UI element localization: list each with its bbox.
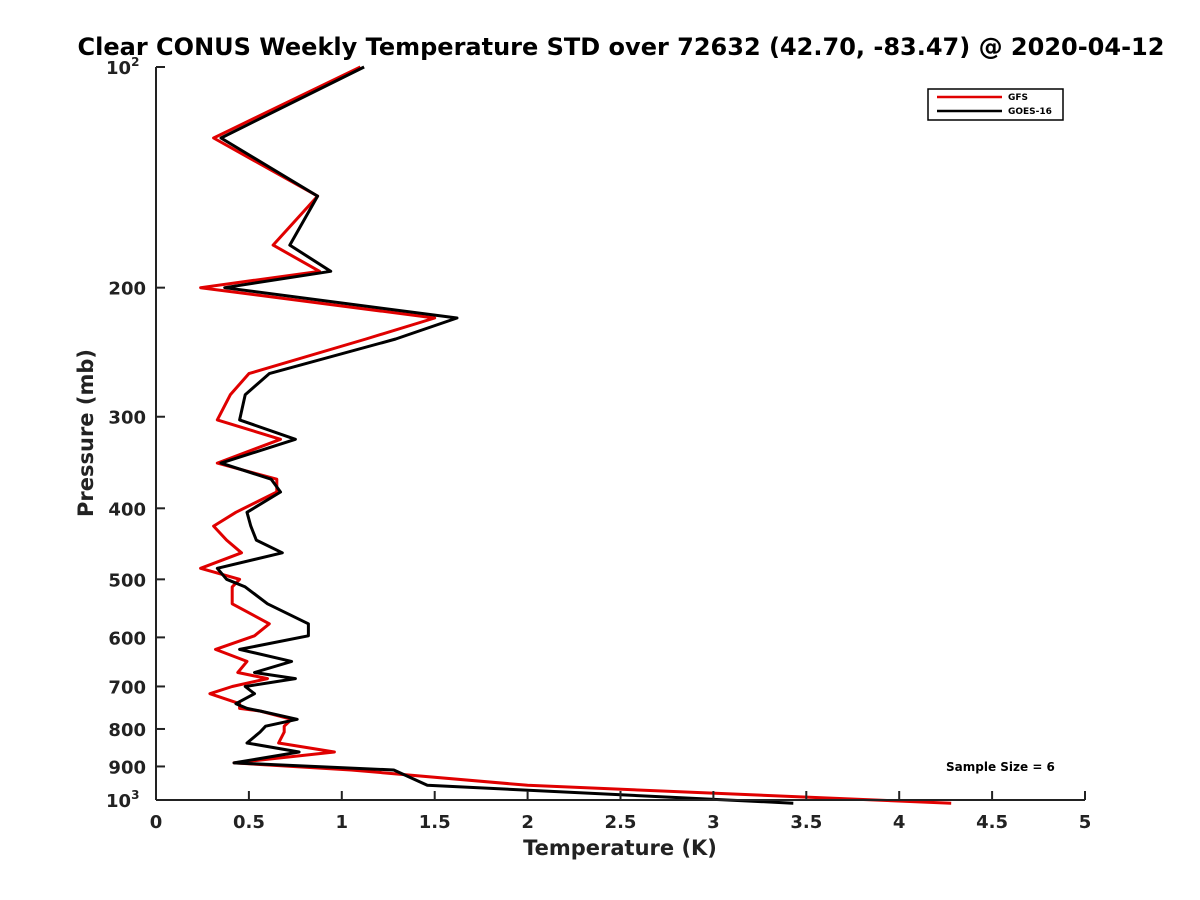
x-tick-label: 4: [893, 812, 906, 833]
y-tick-label: 600: [108, 628, 146, 649]
y-axis-label: Pressure (mb): [74, 349, 98, 517]
y-tick-label: 900: [108, 757, 146, 778]
x-tick-label: 3.5: [790, 812, 822, 833]
series-line-gfs: [199, 65, 952, 805]
legend-box: [927, 88, 1064, 121]
x-tick-label: 2.5: [605, 812, 637, 833]
legend-label-goes-16: GOES-16: [1008, 107, 1052, 117]
x-axis-label: Temperature (K): [523, 836, 717, 860]
y-tick-label: 103: [106, 788, 139, 812]
y-ticks: 102 200 300 400 500 600 700 800 900 103: [106, 55, 165, 812]
chart-title: Clear CONUS Weekly Temperature STD over …: [78, 33, 1165, 61]
x-tick-label: 2: [521, 812, 534, 833]
y-tick-label: 700: [108, 677, 146, 698]
x-tick-label: 5: [1079, 812, 1092, 833]
series-line-goes-16: [215, 65, 794, 805]
y-tick-label: 800: [108, 720, 146, 741]
x-tick-label: 1.5: [419, 812, 451, 833]
sample-size-annotation: Sample Size = 6: [946, 760, 1055, 774]
y-tick-label: 400: [108, 499, 146, 520]
y-tick-label: 200: [108, 279, 146, 300]
x-tick-label: 0.5: [233, 812, 265, 833]
legend: GFS GOES-16: [927, 88, 1064, 121]
y-tick-label: 500: [108, 570, 146, 591]
series-layer: [199, 65, 952, 805]
x-tick-label: 3: [707, 812, 720, 833]
y-tick-label: 300: [108, 408, 146, 429]
axes: [155, 67, 1085, 801]
x-tick-label: 0: [150, 812, 163, 833]
x-tick-label: 1: [336, 812, 349, 833]
legend-label-gfs: GFS: [1008, 93, 1028, 103]
x-ticks: 0 0.5 1 1.5 2 2.5 3 3.5 4 4.5 5: [150, 791, 1092, 833]
y-tick-label: 102: [106, 55, 139, 79]
x-tick-label: 4.5: [976, 812, 1008, 833]
